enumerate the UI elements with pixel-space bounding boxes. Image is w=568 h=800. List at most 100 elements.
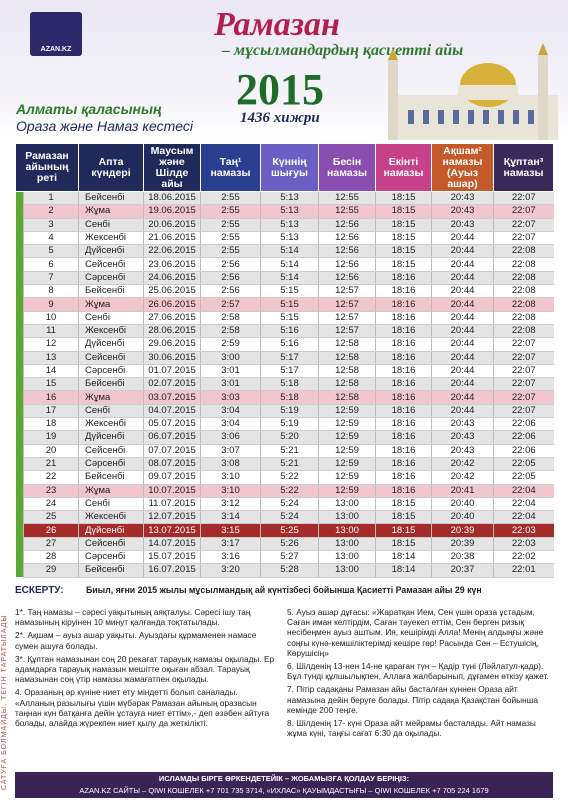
table-cell: Сәрсенбі [78, 457, 144, 472]
table-cell: 3:06 [200, 430, 261, 445]
table-row: 23 Жұма 10.07.2015 3:10 5:22 12:59 18:16 20:41 2… [15, 484, 554, 498]
table-cell: 20:44 [431, 324, 494, 339]
table-cell: 18:16 [375, 484, 432, 498]
table-row: 9 Жұма 26.06.2015 2:57 5:15 12:57 18:16 20:44 22… [15, 297, 554, 312]
table-row: 24 Сенбі 11.07.2015 3:12 5:24 13:00 18:15 20:40… [15, 497, 554, 512]
table-cell: 20:44 [431, 351, 494, 365]
table-cell: Жексенбі [78, 231, 144, 246]
table-cell: 22:07 [493, 364, 554, 379]
notes: ЕСКЕРТУ: Биыл, яғни 2015 жылы мұсылманды… [15, 585, 553, 765]
table-cell: 5:19 [260, 404, 319, 419]
table-cell: 20:43 [431, 204, 494, 219]
table-cell: 13:00 [318, 537, 376, 552]
table-cell: 2:55 [200, 204, 261, 219]
table-cell: 12 [23, 337, 79, 352]
table-cell: 18:15 [375, 510, 432, 525]
table-cell: 22:07 [493, 204, 554, 219]
table-cell: 18:15 [375, 231, 432, 246]
table-cell: 3:16 [200, 550, 261, 565]
table-cell: 12:58 [318, 364, 376, 379]
table-cell: 2:55 [200, 218, 261, 232]
table-cell: 23 [23, 484, 79, 498]
table-cell: 19 [23, 430, 79, 445]
table-cell: 5:13 [260, 191, 319, 206]
table-cell: 3:04 [200, 417, 261, 432]
table-cell: 5:14 [260, 244, 319, 259]
table-cell: 22:05 [493, 470, 554, 485]
table-cell: 3:00 [200, 351, 261, 365]
table-cell: 12:59 [318, 484, 376, 498]
table-cell: 20:44 [431, 244, 494, 259]
table-cell: 07.07.2015 [143, 444, 201, 458]
table-cell: 18:16 [375, 324, 432, 339]
table-cell: Сейсенбі [78, 351, 144, 365]
table-cell: 5:16 [260, 337, 319, 352]
table-cell: 6 [23, 257, 79, 272]
table-cell: 20:42 [431, 470, 494, 485]
table-cell: 18:16 [375, 390, 432, 405]
row-stripe [15, 271, 24, 285]
notes-intro: Биыл, яғни 2015 жылы мұсылмандық ай күнт… [85, 585, 482, 595]
row-stripe [15, 218, 24, 232]
table-cell: 22:07 [493, 218, 554, 232]
table-row: 25 Жексенбі 12.07.2015 3:14 5:24 13:00 18:15 20… [15, 510, 554, 525]
table-cell: Сәрсенбі [78, 364, 144, 379]
schedule-title: Ораза және Намаз кестесі [16, 118, 193, 134]
table-cell: 12.07.2015 [143, 510, 201, 525]
table-cell: Сәрсенбі [78, 550, 144, 565]
table-cell: 12:59 [318, 404, 376, 419]
table-cell: 10.07.2015 [143, 484, 201, 498]
table-cell: 20:44 [431, 377, 494, 392]
table-cell: 20:44 [431, 257, 494, 272]
table-cell: 20:44 [431, 311, 494, 325]
table-cell: 20:42 [431, 457, 494, 472]
table-cell: 04.07.2015 [143, 404, 201, 419]
table-cell: 05.07.2015 [143, 417, 201, 432]
table-cell: 13:00 [318, 550, 376, 565]
table-cell: 20 [23, 444, 79, 458]
table-cell: 24 [23, 497, 79, 512]
table-cell: 20:43 [431, 430, 494, 445]
header-cell: Бесін намазы [318, 143, 376, 192]
table-cell: 18:15 [375, 523, 432, 538]
table-cell: 3:01 [200, 377, 261, 392]
table-cell: 5:21 [260, 457, 319, 472]
table-cell: 3:04 [200, 404, 261, 419]
table-cell: 13.07.2015 [143, 523, 201, 538]
table-cell: 13:00 [318, 510, 376, 525]
table-cell: Дүйсенбі [78, 430, 144, 445]
year: 2015 [236, 65, 324, 114]
header-cell: Құптан³ намазы [493, 143, 554, 192]
table-cell: 18:15 [375, 537, 432, 552]
table-cell: 5:25 [260, 523, 319, 538]
table-cell: 20:44 [431, 404, 494, 419]
table-row: 27 Сейсенбі 14.07.2015 3:17 5:26 13:00 18:15 20… [15, 537, 554, 552]
table-cell: 22:01 [493, 563, 554, 578]
table-cell: Жұма [78, 390, 144, 405]
table-cell: Жұма [78, 484, 144, 498]
table-cell: 14.07.2015 [143, 537, 201, 552]
table-cell: 23.06.2015 [143, 257, 201, 272]
hijri: 1436 хижри [240, 110, 320, 126]
table-cell: 20:44 [431, 231, 494, 246]
table-cell: Жексенбі [78, 324, 144, 339]
table-cell: 18:16 [375, 271, 432, 286]
table-cell: 22:08 [493, 271, 554, 286]
table-cell: 28.06.2015 [143, 324, 201, 339]
table-cell: Дүйсенбі [78, 244, 144, 259]
table-cell: Сейсенбі [78, 257, 144, 272]
row-stripe [15, 470, 24, 485]
table-row: 2 Жұма 19.06.2015 2:55 5:13 12:55 18:15 20:43 22… [15, 204, 554, 219]
table-cell: 5:21 [260, 444, 319, 458]
table-cell: 20:44 [431, 390, 494, 405]
table-cell: Сәрсенбі [78, 271, 144, 286]
table-cell: 20:43 [431, 417, 494, 432]
table-cell: Бейсенбі [78, 191, 144, 206]
table-cell: 11 [23, 324, 79, 339]
table-row: 18 Жексенбі 05.07.2015 3:04 5:19 12:59 18:16 20… [15, 417, 554, 432]
table-row: 12 Дүйсенбі 29.06.2015 2:59 5:16 12:58 18:16 20… [15, 337, 554, 352]
table-cell: Жексенбі [78, 417, 144, 432]
table-cell: 22 [23, 470, 79, 485]
table-cell: 3:15 [200, 523, 261, 538]
table-cell: 2:56 [200, 284, 261, 299]
